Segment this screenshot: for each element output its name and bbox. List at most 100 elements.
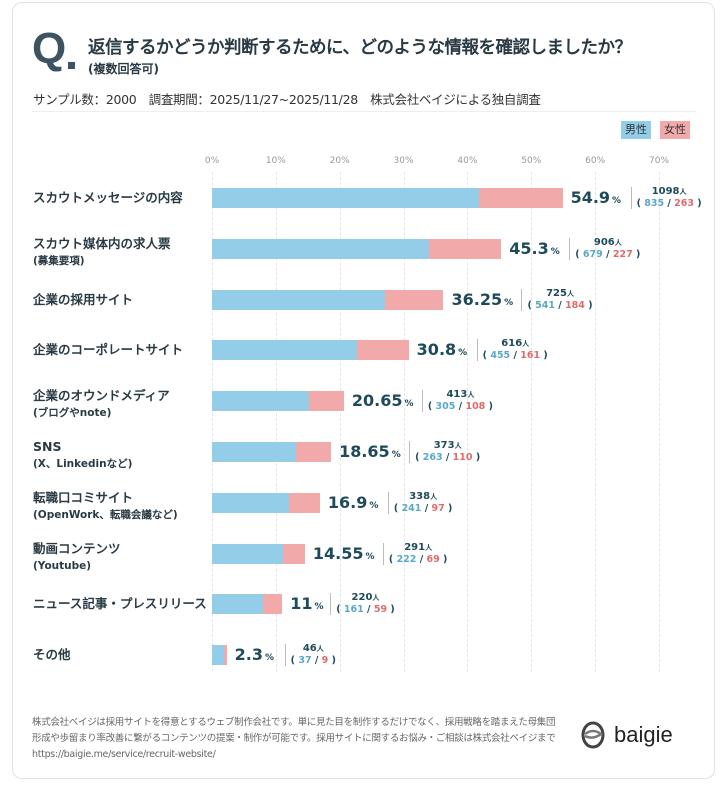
category-note: (ブログやnote) [33, 407, 112, 420]
total-count: 338 [409, 490, 431, 502]
x-tick-label: 70% [648, 156, 670, 166]
female-count: 184 [565, 299, 585, 311]
count-label: 616人( 455 / 161 ) [482, 338, 548, 362]
category-note: (OpenWork、転職会議など) [33, 508, 178, 521]
male-count: 541 [535, 299, 555, 311]
percent-value: 2.3 [234, 645, 264, 665]
separator [421, 390, 423, 413]
percent-value: 18.65 [339, 442, 390, 461]
category-name: 企業の採用サイト [33, 291, 134, 307]
bar-male [212, 492, 289, 513]
percent-sign: % [404, 399, 414, 410]
category-name: 転職口コミサイト [33, 489, 134, 505]
x-tick-label: 40% [457, 156, 478, 166]
female-count: 59 [373, 604, 388, 616]
total-count: 1098 [651, 186, 680, 197]
bar-male [212, 594, 264, 615]
category-label: 企業のオウンドメディア (ブログやnote) [33, 388, 170, 421]
x-tick-label: 60% [585, 156, 606, 166]
question-subtitle: (複数回答可) [88, 62, 159, 76]
total-count: 616 [501, 338, 523, 350]
footer-url[interactable]: https://baigie.me/service/recruit-websit… [32, 749, 216, 760]
x-tick-label: 30% [393, 156, 414, 166]
category-name: 企業のコーポレートサイト [33, 342, 184, 358]
q-mark: Q [32, 24, 66, 73]
infographic-card [12, 2, 715, 779]
bar-female [428, 238, 502, 259]
bar-male [212, 391, 310, 412]
baigie-logo: baigie [580, 720, 673, 750]
count-label: 906人( 679 / 227 ) [575, 236, 641, 260]
count-label: 220人( 161 / 59 ) [336, 592, 395, 616]
unit: 人 [467, 391, 475, 400]
percent-sign: % [369, 500, 379, 511]
separator [387, 491, 389, 514]
percent-label: 16.9% [328, 493, 379, 512]
category-name: スカウトメッセージの内容 [33, 190, 183, 205]
category-label: ニュース記事・プレスリリース [33, 596, 207, 612]
unit: 人 [679, 188, 687, 196]
separator [382, 542, 384, 565]
percent-value: 14.55 [312, 543, 364, 563]
category-note: (Youtube) [33, 559, 92, 572]
category-label: 転職口コミサイト (OpenWork、転職会議など) [33, 490, 178, 523]
category-note: (募集要項) [33, 254, 85, 267]
percent-label: 18.65% [339, 442, 401, 461]
percent-label: 30.8% [417, 340, 468, 359]
male-count: 161 [343, 604, 364, 616]
category-label: スカウト媒体内の求人票 (募集要項) [33, 236, 171, 269]
bar-female [384, 289, 444, 310]
percent-label: 20.65% [352, 391, 414, 410]
category-label: 動画コンテンツ (Youtube) [33, 541, 121, 574]
separator [409, 441, 411, 463]
category-label: その他 [33, 647, 71, 663]
count-label: 46人( 37 / 9 ) [290, 643, 336, 667]
gridline [595, 172, 597, 672]
count-label: 413人( 305 / 108 ) [427, 389, 493, 413]
x-tick-label: 50% [521, 156, 542, 166]
unit: 人 [566, 289, 574, 298]
male-count: 835 [644, 198, 665, 209]
bar-male [212, 188, 479, 208]
count-label: 1098人( 835 / 263 ) [636, 186, 702, 209]
bar-female [478, 188, 563, 208]
female-count: 110 [452, 452, 473, 463]
bar-female [295, 442, 332, 462]
separator [284, 644, 286, 667]
count-label: 291人( 222 / 69 ) [388, 541, 448, 565]
footer-text: 株式会社ベイジは採用サイトを得意とするウェブ制作会社です。単に見た目を制作するだ… [32, 717, 556, 744]
percent-value: 16.9 [327, 492, 368, 512]
percent-sign: % [550, 246, 560, 257]
total-count: 725 [546, 287, 567, 299]
separator [569, 237, 571, 260]
unit: 人 [522, 340, 530, 349]
female-count: 97 [431, 502, 445, 514]
question-title: 返信するかどうか判断するために、どのような情報を確認しましたか？ [88, 38, 632, 58]
female-count: 69 [426, 553, 440, 565]
gridline [531, 172, 533, 672]
count-label: 338人( 241 / 97 ) [393, 490, 453, 514]
male-count: 305 [435, 401, 456, 413]
total-count: 906 [593, 236, 615, 248]
unit: 人 [316, 645, 324, 654]
female-count: 227 [612, 248, 633, 260]
male-count: 263 [422, 452, 443, 463]
total-count: 413 [446, 389, 468, 401]
bar-female [263, 594, 283, 615]
bar-male [212, 645, 224, 666]
logo-text: baigie [614, 722, 673, 747]
bar-female [223, 645, 227, 666]
bar-male [212, 340, 358, 361]
unit: 人 [372, 594, 380, 603]
category-label: 企業の採用サイト [33, 292, 133, 308]
total-count: 220 [351, 592, 373, 604]
percent-sign: % [314, 602, 324, 613]
q-dot [68, 62, 75, 69]
gridline [275, 172, 277, 672]
male-count: 241 [401, 502, 422, 514]
category-name: ニュース記事・プレスリリース [33, 596, 207, 612]
male-count: 455 [490, 350, 511, 362]
percent-value: 54.9 [570, 188, 611, 207]
unit: 人 [430, 492, 438, 501]
percent-sign: % [612, 196, 622, 206]
